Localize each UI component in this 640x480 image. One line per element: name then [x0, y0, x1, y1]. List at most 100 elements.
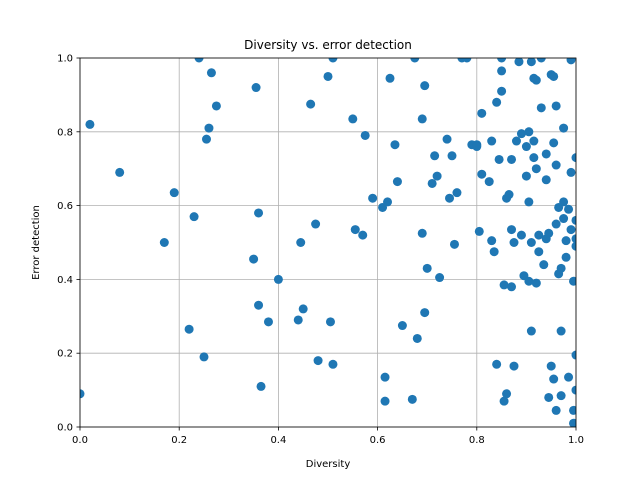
scatter-point — [417, 114, 427, 124]
scatter-point — [509, 238, 519, 247]
scatter-point — [551, 405, 561, 415]
y-tick-label: 0.8 — [57, 127, 73, 138]
scatter-point — [452, 188, 462, 198]
scatter-point — [211, 101, 221, 111]
scatter-point — [566, 167, 576, 177]
scatter-point — [477, 169, 487, 179]
scatter-point — [502, 389, 512, 399]
scatter-point — [298, 304, 308, 314]
scatter-point — [551, 219, 561, 229]
scatter-point — [313, 356, 323, 366]
scatter-point — [571, 153, 576, 163]
scatter-point — [544, 392, 554, 402]
scatter-point — [350, 225, 360, 235]
scatter-point — [306, 99, 316, 109]
scatter-point — [368, 193, 378, 203]
scatter-point — [559, 197, 569, 207]
axis-ticks: 0.0 0.2 0.4 0.6 0.8 1.0 0.0 0.2 0.4 0.6 0.8 1.0 — [57, 54, 584, 447]
scatter-point — [521, 142, 531, 152]
scatter-point — [325, 317, 335, 327]
scatter-point — [551, 101, 561, 111]
scatter-point — [534, 230, 544, 240]
scatter-point — [544, 228, 554, 238]
scatter-point — [249, 254, 259, 264]
scatter-point — [390, 140, 400, 150]
scatter-point — [549, 374, 559, 384]
scatter-point — [115, 167, 125, 177]
chart-title: Diversity vs. error detection — [244, 38, 412, 52]
scatter-point — [311, 219, 321, 229]
scatter-point — [254, 208, 264, 218]
scatter-point — [159, 238, 169, 247]
scatter-point — [516, 230, 526, 240]
scatter-point — [524, 197, 534, 207]
scatter-point — [392, 177, 402, 187]
scatter-point — [494, 154, 504, 164]
scatter-point — [566, 58, 576, 65]
scatter-point — [559, 123, 569, 133]
scatter-point — [254, 300, 264, 310]
scatter-point — [484, 177, 494, 187]
scatter-point — [569, 276, 576, 286]
x-tick-label: 0.6 — [370, 435, 386, 446]
scatter-point — [360, 130, 370, 140]
scatter-point — [445, 193, 455, 203]
scatter-point — [432, 171, 442, 181]
scatter-point — [427, 178, 437, 188]
scatter-point — [507, 154, 517, 164]
scatter-point — [526, 238, 536, 247]
scatter-point — [524, 276, 534, 286]
scatter-point — [566, 225, 576, 235]
scatter-point — [524, 127, 534, 137]
scatter-point — [526, 326, 536, 336]
scatter-point — [328, 58, 338, 63]
scatter-point — [509, 361, 519, 371]
scatter-point — [430, 151, 440, 161]
y-tick-label: 1.0 — [57, 54, 73, 65]
scatter-point — [499, 280, 509, 290]
scatter-point — [526, 58, 536, 67]
scatter-point — [569, 418, 576, 427]
scatter-point — [412, 333, 422, 343]
scatter-point — [571, 350, 576, 360]
scatter-point — [531, 278, 541, 288]
scatter-point — [521, 171, 531, 181]
y-axis-label: Error detection — [31, 205, 42, 280]
scatter-point — [194, 58, 204, 63]
y-tick-label: 0.0 — [57, 423, 73, 434]
scatter-point — [549, 138, 559, 148]
scatter-point — [323, 71, 333, 81]
scatter-point — [204, 123, 214, 133]
scatter-point — [497, 58, 507, 63]
scatter-point — [328, 359, 338, 369]
scatter-point — [529, 136, 539, 146]
x-tick-label: 1.0 — [568, 435, 584, 446]
scatter-point — [571, 241, 576, 251]
scatter-point — [442, 134, 452, 144]
scatter-point — [410, 58, 420, 63]
scatter-point — [492, 359, 502, 369]
x-axis-label: Diversity — [306, 459, 351, 470]
scatter-point — [199, 352, 209, 362]
scatter-point — [561, 252, 571, 262]
scatter-point — [569, 405, 576, 415]
scatter-point — [556, 263, 566, 273]
scatter-point — [564, 204, 574, 214]
scatter-point — [80, 389, 85, 399]
scatter-point — [551, 160, 561, 170]
x-tick-label: 0.0 — [72, 435, 88, 446]
scatter-point — [511, 136, 521, 146]
scatter-point — [571, 234, 576, 244]
scatter-point — [449, 239, 459, 249]
scatter-point — [561, 236, 571, 246]
scatter-point — [549, 71, 559, 81]
scatter-point — [293, 315, 303, 325]
scatter-point — [556, 391, 566, 401]
scatter-point — [531, 75, 541, 85]
scatter-point — [487, 236, 497, 246]
scatter-point — [169, 188, 179, 198]
scatter-point — [541, 175, 551, 185]
scatter-point — [539, 260, 549, 270]
scatter-point — [435, 273, 445, 283]
